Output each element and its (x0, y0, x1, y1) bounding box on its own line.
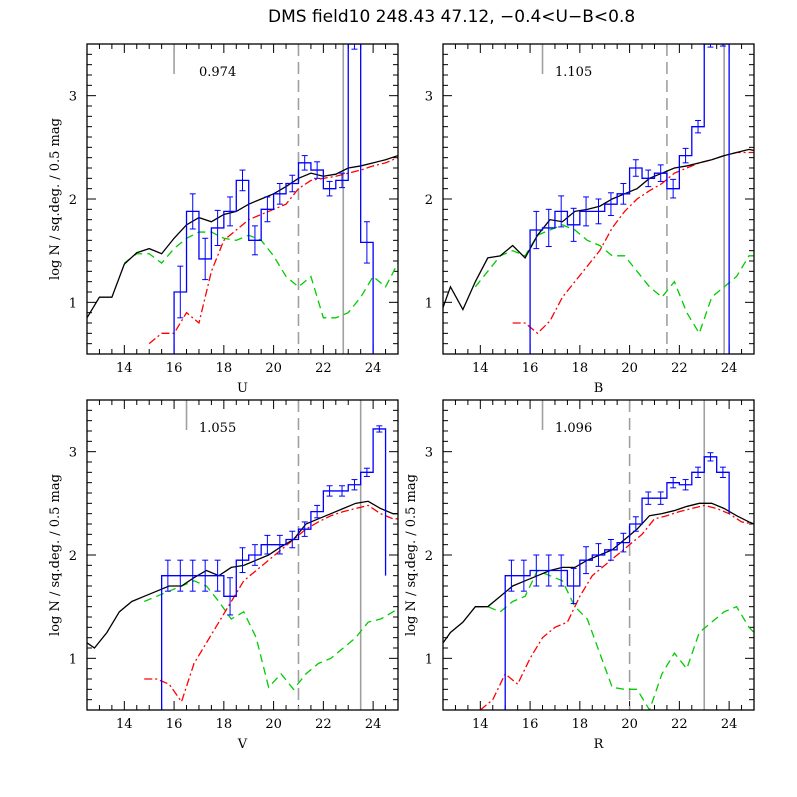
panel-b-frame (442, 43, 755, 355)
panel-r-annotation: 1.096 (555, 421, 592, 436)
panel-v-x-axis-label: V (237, 737, 248, 752)
panel-b-model-total-curve (443, 148, 754, 312)
panel-v-x-tick-label: 14 (116, 717, 133, 732)
panel-v-model-green-curve (143, 580, 398, 691)
panel-v-y-tick-label: 3 (69, 446, 77, 461)
panel-r-x-tick-label: 22 (671, 717, 688, 732)
panel-b-model-green-curve (474, 224, 754, 335)
panel-r-observed-histogram (504, 456, 730, 710)
panel-u-y-tick-label: 2 (69, 193, 77, 208)
panel-u-x-tick-label: 14 (116, 361, 133, 376)
panel-v-x-tick-label: 22 (315, 717, 332, 732)
panel-b-x-tick-label: 20 (621, 361, 638, 376)
panel-b-y-tick-label: 3 (425, 90, 433, 105)
panel-r-plot-area (443, 400, 754, 710)
panel-b-annotation: 1.105 (555, 65, 592, 80)
panel-r-frame (442, 399, 755, 711)
panel-r-y-axis-label: log N / sq.deg. / 0.5 mag (404, 474, 419, 636)
panel-r-x-tick-label: 20 (621, 717, 638, 732)
panel-v-model-red-curve (144, 504, 398, 704)
panel-v-y-tick-label: 2 (69, 549, 77, 564)
panel-v-x-tick-label: 16 (166, 717, 183, 732)
panel-r-x-tick-label: 24 (721, 717, 738, 732)
panel-v-observed-histogram (160, 428, 387, 710)
panel-u-y-tick-label: 3 (69, 90, 77, 105)
panel-u-x-axis-label: U (237, 381, 248, 396)
panel-b: 14 16 18 20 22 24 1 2 3 B 1.105 (425, 43, 755, 396)
panel-r-x-axis-label: R (594, 737, 605, 752)
panel-u-model-green-curve (123, 231, 398, 319)
panel-u-x-tick-label: 24 (365, 361, 382, 376)
panel-b-x-tick-label: 24 (721, 361, 738, 376)
panel-u-x-tick-label: 18 (216, 361, 233, 376)
panel-u-x-tick-label: 16 (166, 361, 183, 376)
panel-b-x-tick-label: 18 (572, 361, 589, 376)
panel-u-x-tick-label: 20 (265, 361, 282, 376)
panel-v-x-tick-label: 18 (216, 717, 233, 732)
panel-r-x-tick-label: 18 (572, 717, 589, 732)
panel-v-y-tick-label: 1 (69, 652, 77, 667)
panel-u-frame (86, 43, 399, 355)
panel-u-annotation: 0.974 (199, 65, 236, 80)
panel-u-plot-area (87, 44, 398, 354)
panel-v-x-tick-label: 20 (265, 717, 282, 732)
panel-u-model-total-curve (87, 154, 398, 319)
panel-r-model-red-curve (479, 504, 754, 710)
panel-r-x-tick-label: 16 (522, 717, 539, 732)
panel-u-y-axis-label: log N / sq.deg. / 0.5 mag (48, 118, 63, 280)
panel-u-x-tick-label: 22 (315, 361, 332, 376)
panel-v-model-total-curve (87, 500, 398, 649)
panel-b-x-tick-label: 22 (671, 361, 688, 376)
chart-title: DMS field10 248.43 47.12, −0.4<U−B<0.8 (268, 7, 635, 27)
panel-b-observed-histogram (529, 44, 730, 354)
panel-b-x-tick-label: 14 (472, 361, 489, 376)
panel-r-model-green-curve (475, 569, 754, 710)
panel-v-frame (86, 399, 399, 711)
panel-r-y-tick-label: 3 (425, 446, 433, 461)
panel-b-y-tick-label: 2 (425, 193, 433, 208)
panel-b-x-tick-label: 16 (522, 361, 539, 376)
panel-r-y-tick-label: 1 (425, 652, 433, 667)
panel-v-y-axis-label: log N / sq.deg. / 0.5 mag (48, 474, 63, 636)
panel-v-annotation: 1.055 (199, 421, 236, 436)
panel-b-plot-area (443, 44, 754, 354)
panel-b-x-axis-label: B (594, 381, 604, 396)
panel-r-model-total-curve (443, 502, 754, 644)
panel-v-plot-area (87, 400, 398, 710)
panel-r-y-tick-label: 2 (425, 549, 433, 564)
panel-u-y-tick-label: 1 (69, 296, 77, 311)
panel-r-x-tick-label: 14 (472, 717, 489, 732)
panel-b-y-tick-label: 1 (425, 296, 433, 311)
panel-v-x-tick-label: 24 (365, 717, 382, 732)
